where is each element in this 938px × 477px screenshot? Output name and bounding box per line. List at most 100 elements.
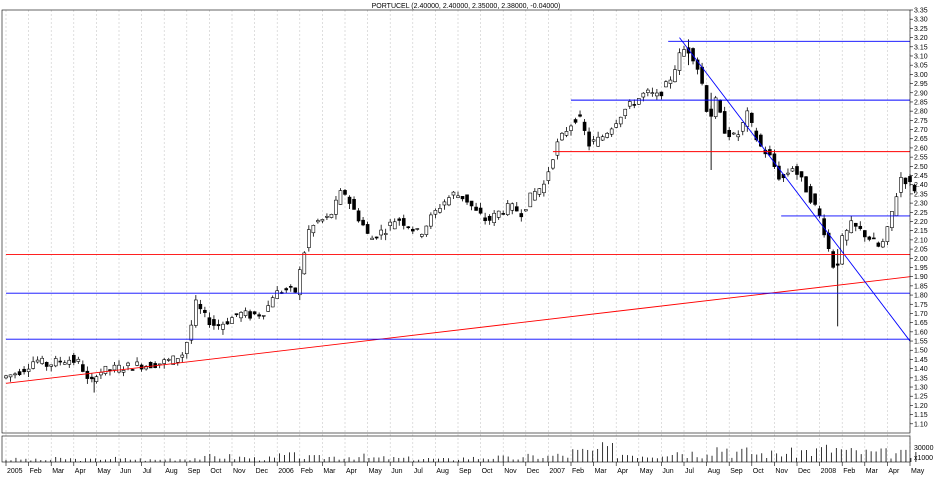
candle-body (492, 212, 496, 223)
candle-body (804, 176, 808, 193)
y-tick-label: 1.50 (914, 348, 928, 355)
y-tick-label: 2.45 (914, 173, 928, 180)
candle-body (537, 188, 542, 195)
grid (5, 10, 911, 462)
candle-body (677, 52, 682, 71)
candle-body (795, 166, 799, 175)
x-tick-label: Jul (143, 468, 152, 475)
y-tick-label: 2.35 (914, 191, 928, 198)
y-tick-label: 1.55 (914, 339, 928, 346)
candle-body (334, 199, 338, 215)
x-tick-label: May (369, 468, 383, 475)
candle-body (704, 85, 709, 112)
x-tick-label: 2005 (7, 468, 23, 475)
candle-body (759, 134, 763, 147)
candle-body (230, 317, 234, 324)
candle-body (338, 190, 343, 205)
candle-body (646, 89, 650, 93)
candle-body (650, 92, 655, 94)
candle-body (72, 354, 76, 363)
candle-body (248, 311, 252, 319)
candle-body (591, 139, 596, 142)
candle-body (487, 215, 492, 221)
candle-body (388, 221, 393, 226)
y-tick-label: 2.25 (914, 210, 928, 217)
x-tick-label: Sep (730, 468, 743, 475)
candle-body (826, 232, 831, 249)
y-tick-label: 1.60 (914, 329, 928, 336)
candle-body (62, 362, 67, 365)
candle-body (198, 303, 203, 310)
candle-body (189, 324, 194, 341)
x-tick-label: May (97, 468, 111, 475)
candle-body (26, 368, 31, 372)
y-tick-label: 2.60 (914, 145, 928, 152)
candle-body (740, 122, 745, 132)
x-tick-label: Oct (210, 468, 221, 475)
y-tick-label: 2.85 (914, 99, 928, 106)
x-tick-label: Dec (527, 468, 540, 475)
candle-body (320, 219, 325, 222)
y-tick-label: 1.45 (914, 357, 928, 364)
candle-body (890, 211, 894, 228)
candle-body (370, 237, 374, 240)
candle-body (234, 313, 239, 316)
candle-body (903, 177, 908, 185)
candle-body (288, 286, 293, 288)
candle-body (700, 66, 704, 84)
x-tick-label: Jun (662, 468, 673, 475)
x-tick-label: Feb (572, 468, 584, 475)
trend-line (5, 276, 911, 384)
y-tick-label: 2.00 (914, 256, 928, 263)
candle-body (53, 358, 58, 367)
candle-body (275, 290, 280, 299)
candle-body (768, 149, 772, 156)
y-tick-label: 2.40 (914, 182, 928, 189)
candle-body (212, 319, 216, 326)
candle-body (673, 69, 677, 83)
candle-body (808, 186, 813, 203)
x-tick-label: Jun (391, 468, 402, 475)
candle-body (438, 208, 442, 213)
candle-body (166, 359, 171, 361)
candle-body (311, 225, 316, 234)
x-tick-label: Aug (165, 468, 178, 475)
candle-body (4, 375, 8, 379)
candle-body (22, 368, 26, 373)
candle-body (343, 190, 347, 195)
x-tick-label: Apr (346, 468, 358, 475)
candle-body (668, 79, 673, 84)
candle-body (483, 217, 487, 222)
candle-body (777, 165, 781, 180)
candle-body (817, 208, 822, 216)
candle-body (352, 198, 356, 210)
candle-body (754, 130, 759, 141)
candle-body (130, 369, 135, 371)
y-tick-label: 1.40 (914, 366, 928, 373)
candle-body (293, 287, 298, 293)
x-tick-label: 2006 (278, 468, 294, 475)
candle-body (175, 358, 180, 363)
candle-body (664, 81, 668, 88)
x-tick-label: Nov (504, 468, 517, 475)
candle-body (582, 121, 587, 131)
candle-body (632, 104, 637, 106)
candle-body (569, 125, 573, 131)
x-tick-label: Aug (708, 468, 721, 475)
candle-body (383, 233, 388, 235)
candle-body (216, 324, 221, 327)
candle-body (17, 371, 22, 376)
y-tick-label: 2.70 (914, 127, 928, 134)
candle-body (519, 213, 524, 218)
candle-body (862, 230, 867, 238)
candle-body (257, 314, 261, 317)
y-tick-label: 3.30 (914, 17, 928, 24)
candle-body (881, 241, 885, 248)
candle-body (31, 361, 35, 369)
x-tick-label: Mar (595, 468, 608, 475)
y-tick-label: 3.25 (914, 26, 928, 33)
candle-body (284, 288, 289, 291)
candle-body (736, 134, 741, 138)
candle-body (858, 225, 863, 229)
